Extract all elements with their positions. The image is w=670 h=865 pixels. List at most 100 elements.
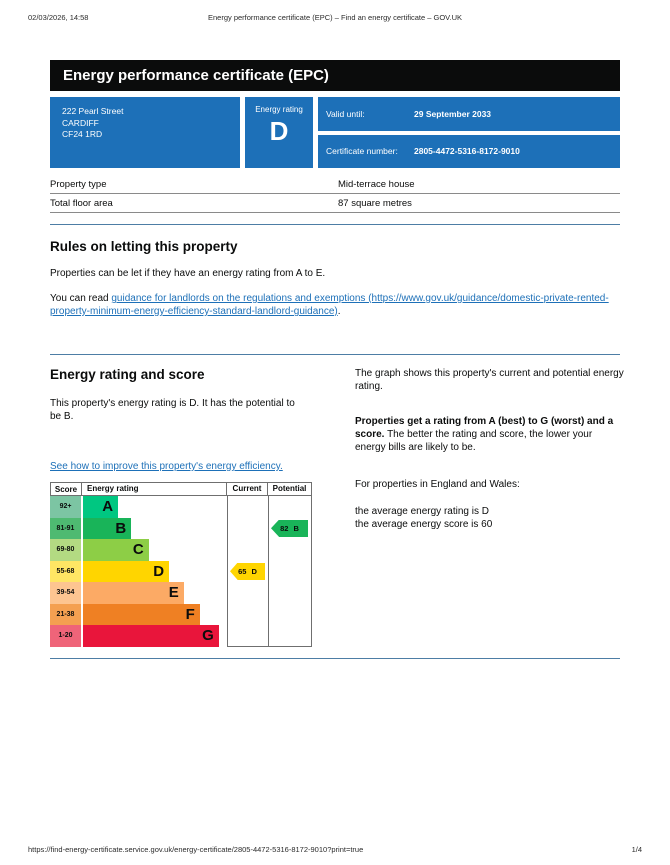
- print-header: 02/03/2026, 14:58 Energy performance cer…: [0, 0, 670, 22]
- epc-score-range: 1-20: [50, 625, 81, 647]
- epc-potential-cell: 82 B: [268, 517, 312, 539]
- averages-intro: For properties in England and Wales:: [355, 479, 520, 490]
- epc-band-row-e: 39-54 E: [50, 582, 312, 604]
- section-divider: [50, 354, 620, 355]
- landlord-guidance-link[interactable]: guidance for landlords on the regulation…: [50, 293, 609, 317]
- certificate-number-label: Certificate number:: [326, 146, 398, 157]
- epc-band-row-b: 81-91 B 82 B: [50, 517, 312, 539]
- epc-band-bar: C: [83, 539, 149, 561]
- row-label: Property type: [50, 178, 107, 190]
- rating-section-left: Energy rating and score This property's …: [50, 367, 313, 647]
- certificate-number-value: 2805-4472-5316-8172-9010: [414, 146, 520, 157]
- row-label: Total floor area: [50, 197, 113, 209]
- epc-score-range: 39-54: [50, 582, 81, 604]
- rating-scale-rest: The better the rating and score, the low…: [355, 429, 593, 453]
- graph-explainer: The graph shows this property's current …: [355, 368, 624, 392]
- epc-chart-header: Score Energy rating Current Potential: [50, 482, 312, 496]
- print-footer: https://find-energy-certificate.service.…: [28, 845, 642, 854]
- certificate-title: Energy performance certificate (EPC): [63, 67, 329, 84]
- epc-current-cell: [227, 517, 268, 539]
- epc-header-current: Current: [226, 483, 267, 495]
- rating-section-right: The graph shows this property's current …: [355, 367, 625, 647]
- epc-band-row-f: 21-38 F: [50, 603, 312, 625]
- valid-until-value: 29 September 2033: [414, 108, 492, 119]
- epc-band-row-d: 55-68 D 65 D: [50, 560, 312, 582]
- property-address: 222 Pearl Street CARDIFF CF24 1RD: [50, 97, 240, 168]
- certificate-title-bar: Energy performance certificate (EPC): [50, 60, 620, 91]
- row-value: 87 square metres: [338, 197, 412, 209]
- epc-current-cell: [227, 496, 268, 518]
- average-score-line: the average energy score is 60: [355, 519, 493, 530]
- epc-band-bar: F: [83, 603, 200, 625]
- improve-link-paragraph: See how to improve this property's energ…: [50, 460, 295, 473]
- epc-bar-cell: A: [81, 496, 227, 518]
- certificate-number-row: Certificate number: 2805-4472-5316-8172-…: [318, 134, 620, 168]
- certificate-meta: Valid until: 29 September 2033 Certifica…: [318, 97, 620, 168]
- epc-score-range: 81-91: [50, 517, 81, 539]
- current-rating-arrow: 65 D: [230, 562, 265, 580]
- rules-guidance-paragraph: You can read guidance for landlords on t…: [50, 292, 616, 318]
- epc-bar-cell: G: [81, 625, 227, 647]
- epc-bar-cell: D: [81, 560, 227, 582]
- valid-until-row: Valid until: 29 September 2033: [318, 97, 620, 131]
- epc-bar-cell: E: [81, 582, 227, 604]
- rules-heading: Rules on letting this property: [50, 239, 238, 254]
- epc-bar-cell: C: [81, 539, 227, 561]
- epc-header-potential: Potential: [267, 483, 311, 495]
- epc-potential-cell: [268, 625, 312, 647]
- rating-scale-explainer: Properties get a rating from A (best) to…: [355, 415, 625, 454]
- epc-bar-cell: F: [81, 603, 227, 625]
- potential-rating-arrow: 82 B: [271, 519, 308, 537]
- print-url: https://find-energy-certificate.service.…: [28, 845, 364, 854]
- epc-chart: Score Energy rating Current Potential 92…: [50, 482, 312, 647]
- epc-potential-cell: [268, 582, 312, 604]
- rating-summary: This property's energy rating is D. It h…: [50, 398, 295, 422]
- epc-score-range: 92+: [50, 496, 81, 518]
- epc-current-cell: [227, 539, 268, 561]
- section-divider: [50, 224, 620, 225]
- epc-header-score: Score: [54, 484, 78, 494]
- guidance-text-suffix: .: [337, 306, 341, 317]
- rating-heading: Energy rating and score: [50, 367, 205, 382]
- average-rating-line: the average energy rating is D: [355, 506, 489, 517]
- page-indicator: 1/4: [631, 845, 642, 854]
- energy-rating-box: Energy rating D: [245, 97, 313, 168]
- epc-potential-cell: [268, 560, 312, 582]
- print-page-title: Energy performance certificate (EPC) – F…: [207, 13, 462, 22]
- address-line-postcode: CF24 1RD: [62, 129, 103, 139]
- epc-band-bar: G: [83, 625, 219, 647]
- guidance-text-prefix: You can read: [50, 293, 112, 304]
- print-datetime: 02/03/2026, 14:58: [28, 13, 89, 22]
- epc-band-bar: A: [83, 496, 119, 518]
- property-summary-table: Property type Mid-terrace house Total fl…: [50, 175, 620, 213]
- epc-potential-cell: [268, 496, 312, 518]
- epc-band-bar: B: [83, 517, 132, 539]
- averages-lines: the average energy rating is D the avera…: [355, 505, 625, 531]
- energy-rating-value: D: [269, 116, 289, 146]
- epc-header-rating: Energy rating: [81, 483, 226, 495]
- epc-current-cell: 65 D: [227, 560, 268, 582]
- row-value: Mid-terrace house: [338, 178, 415, 190]
- epc-score-range: 55-68: [50, 560, 81, 582]
- epc-score-range: 21-38: [50, 603, 81, 625]
- certificate-content: Energy performance certificate (EPC) 222…: [50, 60, 624, 659]
- rating-section: Energy rating and score This property's …: [50, 367, 624, 647]
- epc-band-row-g: 1-20 G: [50, 625, 312, 647]
- address-line-street: 222 Pearl Street: [62, 106, 124, 116]
- valid-until-label: Valid until:: [326, 108, 365, 119]
- epc-bar-cell: B: [81, 517, 227, 539]
- epc-score-range: 69-80: [50, 539, 81, 561]
- table-row-floor-area: Total floor area 87 square metres: [50, 194, 620, 213]
- epc-band-bar: E: [83, 582, 184, 604]
- improve-efficiency-link[interactable]: See how to improve this property's energ…: [50, 461, 283, 472]
- epc-band-bar: D: [83, 560, 170, 582]
- table-row-property-type: Property type Mid-terrace house: [50, 175, 620, 194]
- address-line-city: CARDIFF: [62, 117, 99, 128]
- epc-band-row-c: 69-80 C: [50, 539, 312, 561]
- epc-band-row-a: 92+ A: [50, 496, 312, 518]
- energy-rating-label: Energy rating: [255, 105, 303, 114]
- summary-panel: 222 Pearl Street CARDIFF CF24 1RD Energy…: [50, 97, 620, 168]
- epc-potential-cell: [268, 539, 312, 561]
- rules-paragraph: Properties can be let if they have an en…: [50, 268, 326, 279]
